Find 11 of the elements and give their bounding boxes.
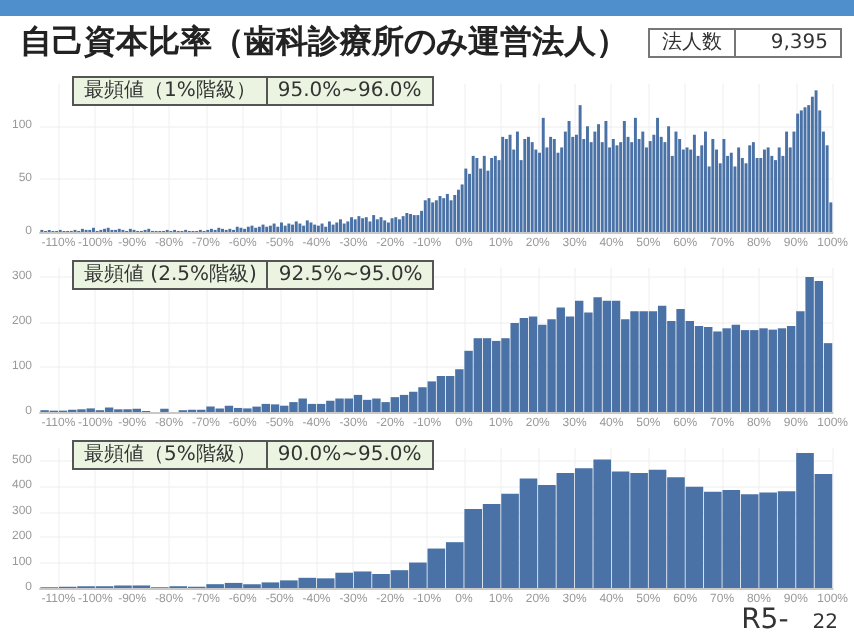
annotation: 92.5%~95.0% [266, 262, 433, 288]
annotation: 最頻値（1%階級） [82, 78, 258, 104]
text: 9,395 [734, 30, 840, 56]
annotation: 最頻値 (2.5%階級) [82, 262, 259, 288]
text: 22 [812, 612, 838, 634]
text: R5- [741, 604, 789, 636]
annotation: 最頻値（5%階級） [82, 442, 258, 468]
chart-title: 自己資本比率（歯科診療所のみ運営法人） [20, 22, 628, 64]
annotation: 90.0%~95.0% [265, 442, 432, 468]
text: 法人数 [660, 30, 724, 56]
annotation: 95.0%~96.0% [265, 78, 432, 104]
